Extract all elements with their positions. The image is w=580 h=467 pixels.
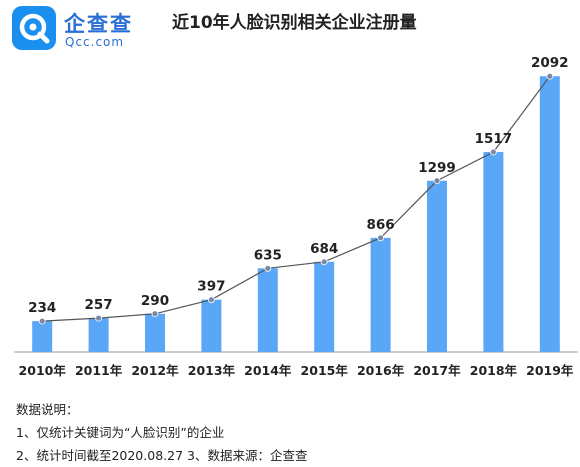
data-label-1: 257 bbox=[85, 297, 113, 313]
data-label-6: 866 bbox=[367, 217, 395, 233]
bar-4 bbox=[257, 268, 278, 352]
x-tick-label-7: 2017年 bbox=[413, 363, 461, 378]
x-tick-label-5: 2015年 bbox=[301, 363, 349, 378]
bar-9 bbox=[539, 76, 560, 353]
bar-7 bbox=[427, 180, 447, 352]
x-tick-label-2: 2012年 bbox=[131, 363, 179, 378]
data-label-4: 635 bbox=[254, 247, 282, 263]
data-label-9: 2092 bbox=[531, 55, 569, 71]
point-3 bbox=[207, 296, 215, 304]
bar-2 bbox=[145, 313, 165, 352]
point-9 bbox=[546, 72, 554, 80]
x-tick-label-1: 2011年 bbox=[75, 363, 123, 378]
x-tick-label-9: 2019年 bbox=[526, 363, 574, 378]
point-7 bbox=[433, 177, 441, 185]
bar-chart: 234 2010年 257 2011年 290 2012年 397 2013年 635 2014年… bbox=[14, 55, 578, 378]
notes-heading: 数据说明： bbox=[16, 402, 79, 417]
data-label-3: 397 bbox=[197, 279, 225, 295]
point-6 bbox=[377, 234, 385, 242]
brand-logo: 企查查 Qcc.com bbox=[12, 6, 152, 50]
x-tick-label-4: 2014年 bbox=[244, 363, 292, 378]
trend-line bbox=[42, 75, 551, 322]
point-8 bbox=[489, 148, 497, 156]
point-2 bbox=[151, 310, 159, 318]
notes-line-2: 2、统计时间截至2020.08.27 3、数据来源：企查查 bbox=[16, 448, 308, 463]
point-4 bbox=[264, 264, 272, 272]
point-0 bbox=[38, 317, 46, 325]
data-label-8: 1517 bbox=[475, 131, 513, 147]
data-label-2: 290 bbox=[141, 293, 169, 309]
bar-5 bbox=[314, 261, 335, 352]
x-tick-label-6: 2016年 bbox=[357, 363, 405, 378]
data-label-0: 234 bbox=[28, 300, 56, 316]
bar-8 bbox=[483, 152, 504, 352]
data-label-5: 684 bbox=[310, 241, 338, 257]
point-5 bbox=[320, 258, 328, 266]
x-tick-label-0: 2010年 bbox=[19, 363, 67, 378]
data-notes: 数据说明： 1、仅统计关键词为“人脸识别”的企业 2、统计时间截至2020.08… bbox=[16, 398, 307, 467]
point-1 bbox=[95, 314, 102, 322]
notes-line-1: 1、仅统计关键词为“人脸识别”的企业 bbox=[16, 425, 225, 440]
chart-title: 近10年人脸识别相关企业注册量 bbox=[172, 13, 417, 33]
x-tick-label-3: 2013年 bbox=[188, 363, 236, 378]
bar-1 bbox=[88, 318, 109, 352]
bar-3 bbox=[201, 299, 222, 352]
bar-0 bbox=[32, 321, 53, 352]
brand-domain: Qcc.com bbox=[65, 35, 125, 49]
bar-6 bbox=[370, 237, 391, 352]
data-label-7: 1299 bbox=[418, 160, 456, 176]
qcc-logo-icon bbox=[12, 6, 56, 50]
brand-name: 企查查 bbox=[64, 12, 133, 36]
x-tick-label-8: 2018年 bbox=[470, 363, 518, 378]
